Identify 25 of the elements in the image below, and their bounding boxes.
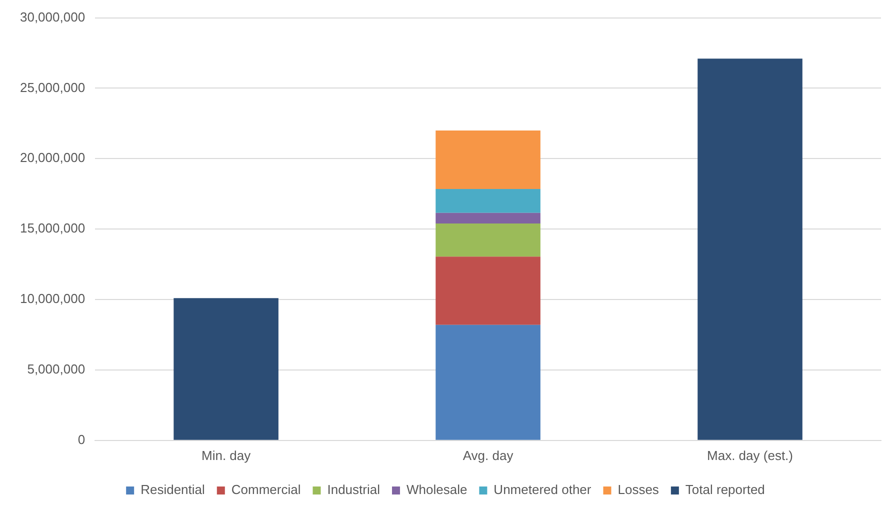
bar <box>436 223 540 257</box>
bar <box>436 130 540 189</box>
x-tick-label: Avg. day <box>462 448 514 463</box>
y-tick-label: 25,000,000 <box>20 80 86 95</box>
y-tick-label: 30,000,000 <box>20 9 86 24</box>
x-tick-label: Min. day <box>201 448 252 463</box>
legend-label: Wholesale <box>406 482 468 498</box>
bar <box>698 58 802 440</box>
y-tick-label: 5,000,000 <box>27 362 86 377</box>
bar <box>174 298 278 440</box>
bar <box>436 256 540 325</box>
x-tick-label: Max. day (est.) <box>707 448 793 463</box>
legend-label: Commercial <box>231 482 301 498</box>
bar <box>436 324 540 440</box>
legend-label: Total reported <box>685 482 765 498</box>
y-tick-label: 0 <box>78 432 86 447</box>
y-tick-label: 15,000,000 <box>20 220 86 236</box>
legend-label: Losses <box>618 482 660 498</box>
legend-label: Industrial <box>327 482 380 498</box>
legend-label: Unmetered other <box>494 482 592 498</box>
bar <box>436 188 540 213</box>
y-tick-label: 10,000,000 <box>20 291 86 306</box>
bar <box>436 212 540 224</box>
legend-label: Residential <box>140 482 206 498</box>
y-tick-label: 20,000,000 <box>20 150 86 166</box>
